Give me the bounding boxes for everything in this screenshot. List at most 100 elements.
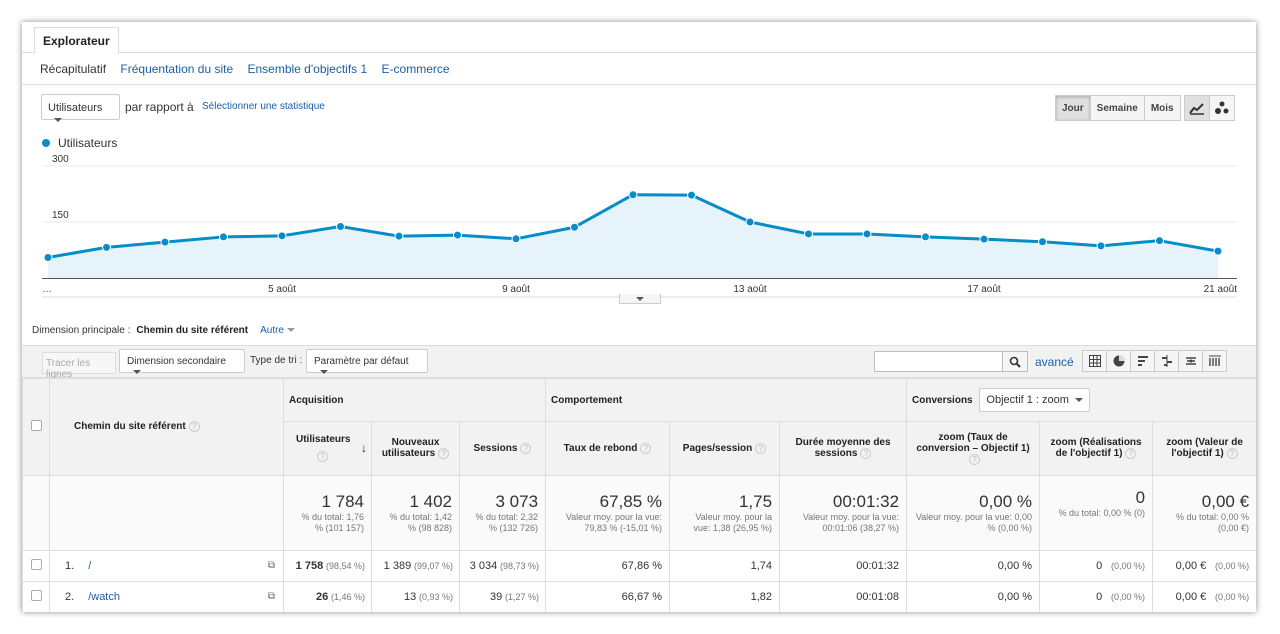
help-icon[interactable]: ? xyxy=(755,442,767,454)
row-cell: 67,86 % xyxy=(545,550,671,582)
cell-percent: (98,73 %) xyxy=(500,561,540,571)
row-cell: 0,00 % xyxy=(906,550,1041,582)
period-day-button[interactable]: Jour xyxy=(1055,95,1091,121)
y-tick-label: 150 xyxy=(52,210,69,221)
secondary-dimension-dropdown[interactable]: Dimension secondaire xyxy=(119,349,245,375)
data-point xyxy=(511,234,521,244)
plot-rows-button[interactable]: Tracer les lignes xyxy=(42,352,116,380)
total-sub: Valeur moy. pour la vue: 00:01:06 (38,27… xyxy=(802,512,900,533)
data-point xyxy=(1038,237,1047,247)
cell-percent: (0,00 %) xyxy=(1215,592,1250,602)
col-goal-value[interactable]: zoom (Valeur de l'objectif 1)? xyxy=(1152,421,1256,476)
subnav-ecommerce[interactable]: E-commerce xyxy=(381,62,450,76)
comparison-icon xyxy=(1161,355,1172,367)
metric-dropdown[interactable]: Utilisateurs xyxy=(41,94,120,123)
data-point xyxy=(160,237,170,247)
view-pivot-button[interactable] xyxy=(1202,350,1227,372)
total-cell: 67,85 % Valeur moy. pour la vue: 79,83 % … xyxy=(545,475,671,551)
row-cell: 0 (0,00 %) xyxy=(1039,581,1154,612)
subnav-summary[interactable]: Récapitulatif xyxy=(40,62,107,76)
total-cell: 0,00 €% du total: 0,00 % (0,00 €) xyxy=(1152,475,1256,551)
col-new-users[interactable]: Nouveaux utilisateurs? xyxy=(371,421,460,476)
data-point xyxy=(745,217,755,227)
divider xyxy=(22,84,1256,85)
col-pages-session[interactable]: Pages/session? xyxy=(669,421,781,476)
period-month-button[interactable]: Mois xyxy=(1143,95,1181,121)
motion-chart-button[interactable] xyxy=(1209,95,1235,121)
data-point xyxy=(219,232,228,242)
dim-header[interactable]: Chemin du site référent? xyxy=(49,378,284,476)
cell-value: 3 034 xyxy=(469,560,498,572)
col-users[interactable]: Utilisateurs? ↓ xyxy=(283,421,372,476)
help-icon[interactable]: ? xyxy=(1226,448,1238,460)
search-button[interactable] xyxy=(1002,351,1028,372)
help-icon[interactable]: ? xyxy=(969,453,981,465)
data-point xyxy=(862,229,872,239)
total-cell: 1,75 Valeur moy. pour la vue: 1,38 (26,95… xyxy=(669,475,781,551)
report-subnav: Récapitulatif Fréquentation du site Ense… xyxy=(40,62,461,76)
view-comparison-button[interactable] xyxy=(1154,350,1179,372)
view-table-button[interactable] xyxy=(1082,350,1107,372)
row-checkbox[interactable] xyxy=(30,559,42,570)
table-row: 1. / ⧉ 1 758 (98,54 %) 1 389 (99,07 %) 3 0… xyxy=(22,550,1256,582)
col-avg-duration[interactable]: Durée moyenne des sessions? xyxy=(779,421,908,476)
data-point xyxy=(277,231,287,241)
help-icon[interactable]: ? xyxy=(1125,448,1137,460)
goal-select-dropdown[interactable]: Objectif 1 : zoom xyxy=(979,388,1090,412)
cell-percent: (0,00 %) xyxy=(1111,592,1146,602)
advanced-filter-link[interactable]: avancé xyxy=(1035,355,1074,369)
group-conversions: Conversions Objectif 1 : zoom xyxy=(906,378,1256,422)
other-dimension-link[interactable]: Autre xyxy=(260,325,295,336)
x-tick-label: 21 août xyxy=(1204,284,1237,295)
external-link-icon[interactable]: ⧉ xyxy=(267,591,275,602)
cell-percent: (99,07 %) xyxy=(413,561,453,571)
primary-dimension-value[interactable]: Chemin du site référent xyxy=(136,325,249,336)
row-index: 2. xyxy=(65,591,75,603)
data-point xyxy=(43,252,53,262)
select-statistic-link[interactable]: Sélectionner une statistique xyxy=(202,101,325,112)
help-icon[interactable]: ? xyxy=(438,448,450,460)
tab-explorer[interactable]: Explorateur xyxy=(34,27,119,54)
motion-chart-icon xyxy=(1215,101,1229,114)
subnav-site-usage[interactable]: Fréquentation du site xyxy=(120,62,234,76)
sort-type-dropdown[interactable]: Paramètre par défaut xyxy=(306,349,428,375)
view-pie-button[interactable] xyxy=(1106,350,1131,372)
help-icon[interactable]: ? xyxy=(520,442,532,454)
y-tick-label: 300 xyxy=(52,154,69,165)
help-icon[interactable]: ? xyxy=(188,421,200,433)
table-view-toggle xyxy=(1082,350,1227,372)
chart-collapse-toggle[interactable] xyxy=(619,294,661,304)
col-goal-value-label: zoom (Valeur de l'objectif 1) xyxy=(1166,437,1243,460)
col-goal-rate[interactable]: zoom (Taux de conversion – Objectif 1)? xyxy=(906,421,1041,476)
external-link-icon[interactable]: ⧉ xyxy=(267,560,275,571)
select-all-checkbox[interactable] xyxy=(30,420,42,431)
total-value: 1 402 xyxy=(409,492,452,511)
total-value: 0,00 % xyxy=(979,492,1033,511)
data-point xyxy=(453,230,462,240)
period-week-button[interactable]: Semaine xyxy=(1089,95,1145,121)
cell-percent: (1,46 %) xyxy=(330,592,365,602)
subnav-goal-set-1[interactable]: Ensemble d'objectifs 1 xyxy=(247,62,368,76)
row-path-link[interactable]: /watch xyxy=(88,591,120,603)
col-goal-completions-label: zoom (Réalisations de l'objectif 1) xyxy=(1050,437,1142,460)
col-goal-completions[interactable]: zoom (Réalisations de l'objectif 1)? xyxy=(1039,421,1154,476)
row-path-link[interactable]: / xyxy=(88,560,92,572)
x-tick-label: … xyxy=(42,284,52,295)
view-term-cloud-button[interactable] xyxy=(1178,350,1203,372)
x-tick-label: 13 août xyxy=(733,284,767,295)
line-chart-button[interactable] xyxy=(1184,95,1210,121)
sort-type-value: Paramètre par défaut xyxy=(314,356,409,367)
bar-icon xyxy=(1137,356,1148,366)
total-value: 00:01:32 xyxy=(832,492,900,511)
help-icon[interactable]: ? xyxy=(860,448,872,460)
total-value: 3 073 xyxy=(495,492,539,511)
view-performance-button[interactable] xyxy=(1130,350,1155,372)
col-bounce-rate[interactable]: Taux de rebond? xyxy=(545,421,671,476)
row-checkbox[interactable] xyxy=(30,590,42,601)
data-point xyxy=(1096,241,1106,251)
col-sessions[interactable]: Sessions? xyxy=(458,421,547,476)
sort-desc-icon[interactable]: ↓ xyxy=(361,441,367,455)
help-icon[interactable]: ? xyxy=(640,442,652,454)
data-point xyxy=(804,229,813,239)
help-icon[interactable]: ? xyxy=(317,451,328,462)
